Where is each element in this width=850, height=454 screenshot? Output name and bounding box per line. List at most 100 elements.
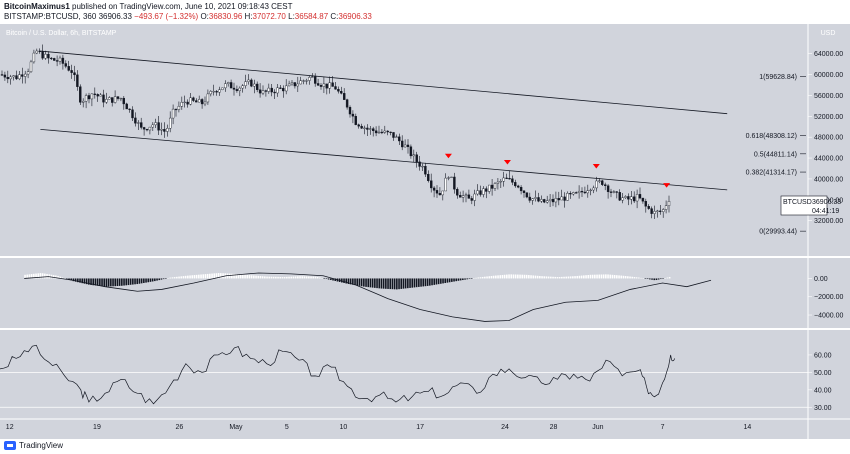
macd-bar-40 [112, 278, 114, 287]
candle-body-31 [90, 93, 94, 100]
macd-bar-13 [52, 275, 55, 279]
candle-body-151 [438, 193, 442, 196]
macd-bar-263 [602, 274, 605, 279]
candle-body-57 [166, 128, 169, 132]
macd-bar-260 [596, 274, 598, 279]
macd-bar-26 [81, 278, 84, 284]
candle-body-183 [531, 198, 534, 201]
macd-bar-179 [418, 278, 420, 287]
candle-body-77 [224, 83, 227, 89]
high-label: H: [244, 12, 253, 21]
price-pane[interactable] [0, 24, 808, 256]
macd-bar-182 [424, 278, 427, 287]
macd-bar-268 [613, 275, 616, 279]
chart-svg[interactable]: Bitcoin / U.S. Dollar, 6h, BITSTAMP USD … [0, 24, 850, 439]
low-label: L: [288, 12, 295, 21]
candle-body-45 [131, 109, 134, 119]
macd-bar-254 [583, 275, 585, 279]
candle-body-228 [662, 209, 665, 212]
macd-bar-181 [422, 278, 425, 287]
macd-bar-168 [393, 278, 396, 290]
macd-bar-282 [644, 278, 647, 279]
candle-body-154 [447, 177, 450, 179]
ohlc-summary: BITSTAMP:BTCUSD, 360 36906.33 −493.67 (−… [4, 12, 372, 21]
macd-bar-161 [378, 278, 381, 289]
candle-body-202 [586, 190, 589, 194]
candle-body-85 [247, 79, 250, 82]
macd-bar-155 [365, 278, 367, 287]
candle-body-14 [41, 51, 44, 59]
macd-bar-288 [657, 278, 660, 280]
macd-bar-207 [479, 277, 482, 279]
candle-body-81 [235, 89, 239, 91]
candle-body-78 [226, 82, 230, 84]
macd-bar-285 [651, 278, 653, 280]
macd-bar-38 [107, 278, 110, 287]
macd-bar-20 [68, 278, 70, 280]
resistance-marker-2 [592, 163, 600, 169]
candle-body-76 [221, 87, 224, 90]
macd-bar-7 [39, 273, 42, 279]
candle-body-21 [61, 57, 65, 64]
macd-bar-68 [173, 277, 176, 279]
footer-brand[interactable]: TradingView [4, 441, 63, 450]
macd-bar-166 [389, 278, 392, 290]
macd-bar-274 [627, 276, 629, 279]
macd-bar-276 [631, 276, 634, 279]
candle-body-162 [470, 198, 473, 201]
macd-bar-28 [85, 278, 88, 285]
rsi-pane[interactable] [0, 330, 808, 418]
candle-body-62 [180, 102, 184, 107]
author-name[interactable]: BitcoinMaximus1 [4, 2, 70, 11]
macd-bar-4 [33, 273, 35, 279]
macd-bar-3 [30, 274, 33, 279]
macd-bar-240 [552, 276, 554, 279]
macd-bar-121 [290, 276, 293, 279]
candle-body-97 [282, 87, 285, 92]
macd-bar-6 [37, 273, 40, 279]
macd-bar-102 [248, 275, 251, 279]
candle-body-190 [551, 198, 555, 203]
macd-bar-138 [327, 278, 330, 280]
chart-title: Bitcoin / U.S. Dollar, 6h, BITSTAMP [6, 30, 117, 37]
macd-bar-232 [534, 275, 537, 279]
macd-pane[interactable] [0, 258, 808, 328]
candle-body-114 [331, 82, 334, 87]
macd-bar-100 [244, 274, 246, 279]
macd-bar-64 [165, 278, 167, 279]
candle-body-176 [511, 178, 514, 183]
candle-body-15 [44, 53, 47, 59]
macd-bar-27 [83, 278, 86, 284]
candle-body-137 [398, 136, 401, 142]
macd-bar-53 [140, 278, 143, 284]
macd-bar-259 [594, 274, 596, 279]
macd-bar-59 [154, 278, 156, 282]
macd-bar-202 [468, 278, 471, 279]
candle-body-0 [0, 74, 4, 76]
candle-body-135 [392, 132, 395, 138]
macd-bar-62 [160, 278, 163, 280]
macd-bar-90 [222, 273, 224, 279]
candle-body-49 [142, 127, 146, 130]
candle-body-89 [258, 89, 262, 94]
candle-body-143 [415, 154, 418, 163]
price-tick-label-2: 56000.00 [814, 93, 843, 100]
macd-bar-234 [539, 275, 541, 279]
macd-bar-25 [79, 278, 81, 283]
macd-bar-235 [541, 276, 543, 279]
macd-bar-57 [149, 278, 152, 282]
candle-body-207 [601, 180, 604, 185]
macd-bar-265 [607, 274, 609, 279]
macd-bar-178 [415, 278, 418, 288]
chart-area[interactable]: Bitcoin / U.S. Dollar, 6h, BITSTAMP USD … [0, 24, 850, 439]
candle-body-136 [395, 136, 398, 138]
channel-lines [40, 50, 728, 191]
candle-body-116 [337, 89, 340, 92]
macd-bar-206 [477, 277, 480, 279]
macd-bar-266 [609, 274, 612, 279]
macd-bar-36 [103, 278, 106, 287]
macd-bar-156 [367, 278, 370, 288]
candle-body-74 [215, 91, 218, 93]
candle-body-18 [53, 58, 56, 61]
candle-body-212 [615, 191, 618, 193]
